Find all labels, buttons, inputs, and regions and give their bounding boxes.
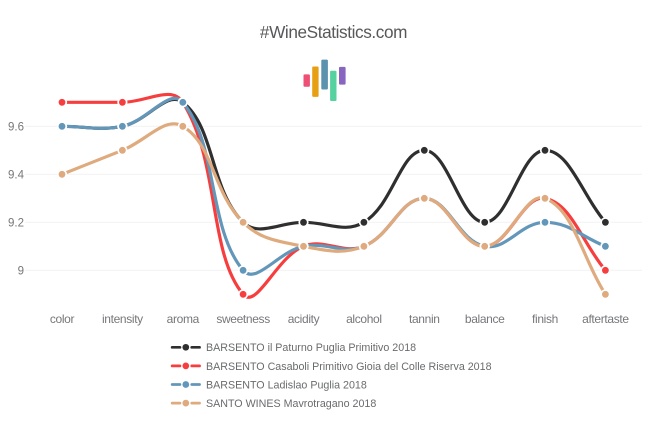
svg-text:balance: balance	[465, 312, 505, 326]
svg-text:sweetness: sweetness	[216, 312, 270, 326]
svg-text:9.6: 9.6	[8, 122, 24, 134]
svg-text:intensity: intensity	[102, 312, 143, 326]
svg-text:aftertaste: aftertaste	[582, 312, 629, 326]
svg-text:BARSENTO Casaboli Primitivo Gi: BARSENTO Casaboli Primitivo Gioia del Co…	[206, 361, 492, 373]
svg-text:BARSENTO Ladislao Puglia 2018: BARSENTO Ladislao Puglia 2018	[206, 379, 367, 391]
svg-text:#WineStatistics.com: #WineStatistics.com	[260, 22, 407, 42]
svg-text:finish: finish	[532, 312, 558, 326]
svg-text:9.4: 9.4	[8, 170, 25, 182]
svg-text:aroma: aroma	[167, 312, 200, 326]
svg-text:color: color	[50, 312, 75, 326]
svg-text:9.2: 9.2	[8, 218, 24, 230]
svg-text:tannin: tannin	[409, 312, 440, 326]
svg-text:SANTO WINES Mavrotragano 2018: SANTO WINES Mavrotragano 2018	[206, 398, 376, 410]
svg-text:alcohol: alcohol	[346, 312, 382, 326]
svg-text:BARSENTO il Paturno Puglia Pri: BARSENTO il Paturno Puglia Primitivo 201…	[206, 342, 416, 354]
svg-text:acidity: acidity	[288, 312, 320, 326]
svg-text:9: 9	[18, 266, 24, 278]
